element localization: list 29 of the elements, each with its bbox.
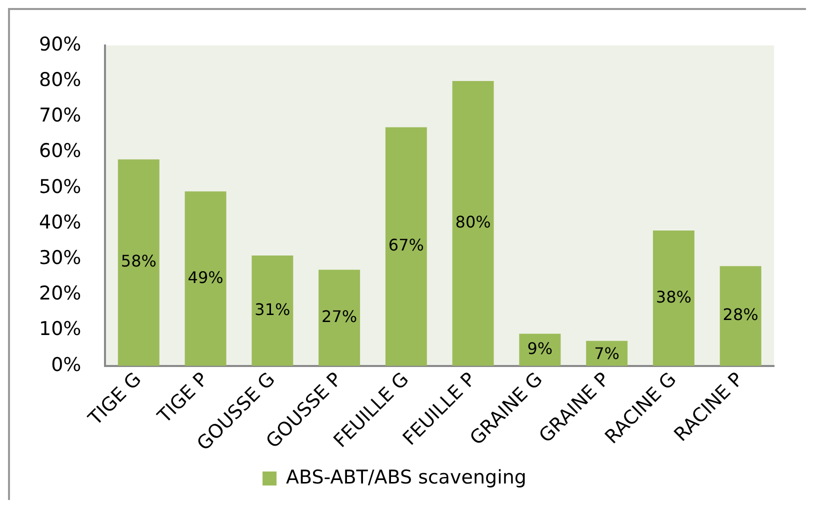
y-tick-label: 70% — [38, 104, 82, 127]
bar — [385, 127, 427, 366]
y-tick-label: 90% — [38, 33, 82, 56]
data-label: 67% — [388, 236, 424, 255]
data-label: 49% — [188, 268, 224, 287]
data-label: 7% — [594, 344, 620, 364]
y-tick-label: 80% — [38, 68, 82, 91]
legend-label: ABS-ABT/ABS scavenging — [286, 466, 526, 488]
data-label: 28% — [722, 305, 758, 324]
bar — [652, 230, 694, 366]
bar — [318, 270, 360, 366]
y-tick-label: 60% — [38, 140, 82, 162]
bar — [720, 266, 762, 366]
y-tick-label: 20% — [38, 282, 82, 305]
y-tick-label: 40% — [38, 211, 82, 234]
data-label: 58% — [120, 252, 156, 271]
y-tick-label: 30% — [38, 246, 82, 269]
bar — [184, 191, 226, 366]
y-tick-label: 0% — [51, 354, 82, 376]
bar — [452, 81, 494, 366]
data-label: 31% — [254, 300, 290, 319]
y-tick-label: 10% — [38, 318, 82, 340]
data-label: 38% — [656, 287, 692, 306]
data-label: 80% — [455, 212, 491, 232]
data-label: 27% — [322, 306, 358, 326]
bar — [252, 255, 294, 366]
bar — [118, 159, 160, 366]
y-tick-label: 50% — [38, 176, 82, 198]
data-label: 9% — [527, 338, 553, 358]
